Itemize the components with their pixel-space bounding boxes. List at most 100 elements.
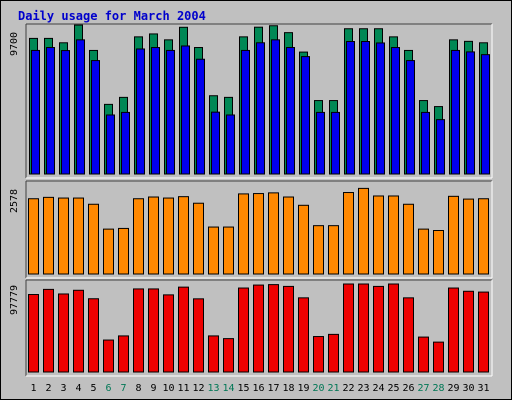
bar-visits-day-11: [178, 286, 189, 373]
bar-visits-day-12: [193, 298, 204, 373]
bar-files-day-21: [331, 111, 340, 175]
bar-visits-day-26: [403, 297, 414, 373]
x-tick-label-day-12: 12: [192, 383, 204, 394]
bar-files-day-25: [391, 47, 400, 175]
x-tick-label-day-21: 21: [327, 383, 339, 394]
bar-files-day-5: [91, 60, 100, 175]
bar-visits-day-27: [418, 336, 429, 373]
bar-pages-day-13: [208, 226, 219, 275]
x-tick-label-day-15: 15: [237, 383, 249, 394]
bar-visits-day-31: [478, 291, 489, 373]
bar-files-day-13: [211, 111, 220, 175]
bar-pages-day-14: [223, 226, 234, 275]
bar-files-day-7: [121, 111, 130, 175]
bar-visits-day-10: [163, 294, 174, 373]
x-tick-label-day-3: 3: [60, 383, 66, 394]
x-axis-labels: 1 2 3 4 5 6 7 8 9 10 11 12 13 14 15 16 17 18 19 20 21 22 23 24 2…: [30, 383, 489, 394]
panel-hits-files: 9700: [9, 23, 493, 179]
bar-visits-day-2: [43, 288, 54, 373]
x-tick-label-day-18: 18: [282, 383, 294, 394]
bar-files-day-17: [271, 39, 280, 175]
x-tick-label-day-9: 9: [150, 383, 156, 394]
bar-pages-day-28: [433, 230, 444, 275]
bar-visits-day-3: [58, 293, 69, 373]
bar-pages-day-2: [43, 196, 54, 275]
bar-files-day-4: [76, 39, 85, 175]
x-tick-label-day-26: 26: [402, 383, 414, 394]
bar-files-day-1: [31, 49, 40, 175]
bar-pages-day-19: [298, 204, 309, 275]
bar-files-day-16: [256, 42, 265, 175]
bar-visits-day-15: [238, 287, 249, 373]
bar-files-day-29: [451, 49, 460, 175]
bar-pages-day-8: [133, 198, 144, 275]
bar-pages-day-4: [73, 197, 84, 275]
bar-pages-day-16: [253, 193, 264, 275]
bar-pages-day-11: [178, 196, 189, 275]
bar-pages-day-10: [163, 197, 174, 275]
bar-pages-day-30: [463, 198, 474, 275]
x-tick-label-day-27: 27: [417, 383, 429, 394]
bar-pages-day-24: [373, 195, 384, 275]
panel-max-label: 2578: [9, 189, 20, 213]
x-tick-label-day-29: 29: [447, 383, 459, 394]
bar-visits-day-24: [373, 285, 384, 373]
bar-files-day-2: [46, 47, 55, 175]
bar-visits-day-18: [283, 285, 294, 373]
bar-visits-day-29: [448, 287, 459, 373]
bar-visits-day-20: [313, 336, 324, 373]
x-tick-label-day-19: 19: [297, 383, 309, 394]
x-tick-label-day-11: 11: [177, 383, 189, 394]
bar-files-day-24: [376, 42, 385, 175]
bar-pages-day-3: [58, 197, 69, 275]
panel-pages: 2578: [9, 180, 493, 279]
bar-visits-day-19: [298, 297, 309, 373]
bar-pages-day-27: [418, 228, 429, 275]
panel-max-label: 97779: [9, 285, 20, 315]
bar-files-day-8: [136, 48, 145, 175]
x-tick-label-day-25: 25: [387, 383, 399, 394]
bar-files-day-26: [406, 60, 415, 175]
chart-title: Daily usage for March 2004: [18, 9, 206, 23]
x-tick-label-day-16: 16: [252, 383, 264, 394]
bar-visits-day-4: [73, 289, 84, 373]
bar-pages-day-21: [328, 225, 339, 275]
bar-files-day-14: [226, 114, 235, 175]
x-tick-label-day-17: 17: [267, 383, 279, 394]
bar-visits-day-30: [463, 290, 474, 373]
bar-files-day-11: [181, 45, 190, 175]
x-tick-label-day-24: 24: [372, 383, 384, 394]
x-tick-label-day-22: 22: [342, 383, 354, 394]
bar-files-day-31: [481, 54, 490, 175]
bar-visits-day-6: [103, 339, 114, 373]
x-tick-label-day-2: 2: [45, 383, 51, 394]
bar-pages-day-23: [358, 187, 369, 275]
x-tick-label-day-20: 20: [312, 383, 324, 394]
bar-files-day-28: [436, 119, 445, 175]
bar-files-day-10: [166, 49, 175, 175]
x-tick-label-day-4: 4: [75, 383, 81, 394]
x-tick-label-day-5: 5: [90, 383, 96, 394]
bar-pages-day-26: [403, 203, 414, 275]
bar-files-day-19: [301, 56, 310, 175]
bar-pages-day-6: [103, 228, 114, 275]
bar-visits-day-23: [358, 283, 369, 373]
bar-visits-day-8: [133, 288, 144, 373]
bar-visits-day-17: [268, 284, 279, 373]
panel-max-label: 9700: [9, 32, 20, 56]
x-tick-label-day-31: 31: [477, 383, 489, 394]
x-tick-label-day-30: 30: [462, 383, 474, 394]
bar-pages-day-1: [28, 198, 39, 275]
bar-pages-day-25: [388, 195, 399, 275]
x-tick-label-day-7: 7: [120, 383, 126, 394]
bar-files-day-3: [61, 50, 70, 175]
bar-files-day-12: [196, 58, 205, 175]
bar-pages-day-18: [283, 196, 294, 275]
bar-files-day-20: [316, 111, 325, 175]
panel-visits: 97779: [9, 279, 493, 377]
bar-visits-day-7: [118, 335, 129, 373]
bar-files-day-9: [151, 47, 160, 175]
x-tick-label-day-14: 14: [222, 383, 234, 394]
bar-pages-day-9: [148, 196, 159, 275]
bar-visits-day-9: [148, 288, 159, 373]
